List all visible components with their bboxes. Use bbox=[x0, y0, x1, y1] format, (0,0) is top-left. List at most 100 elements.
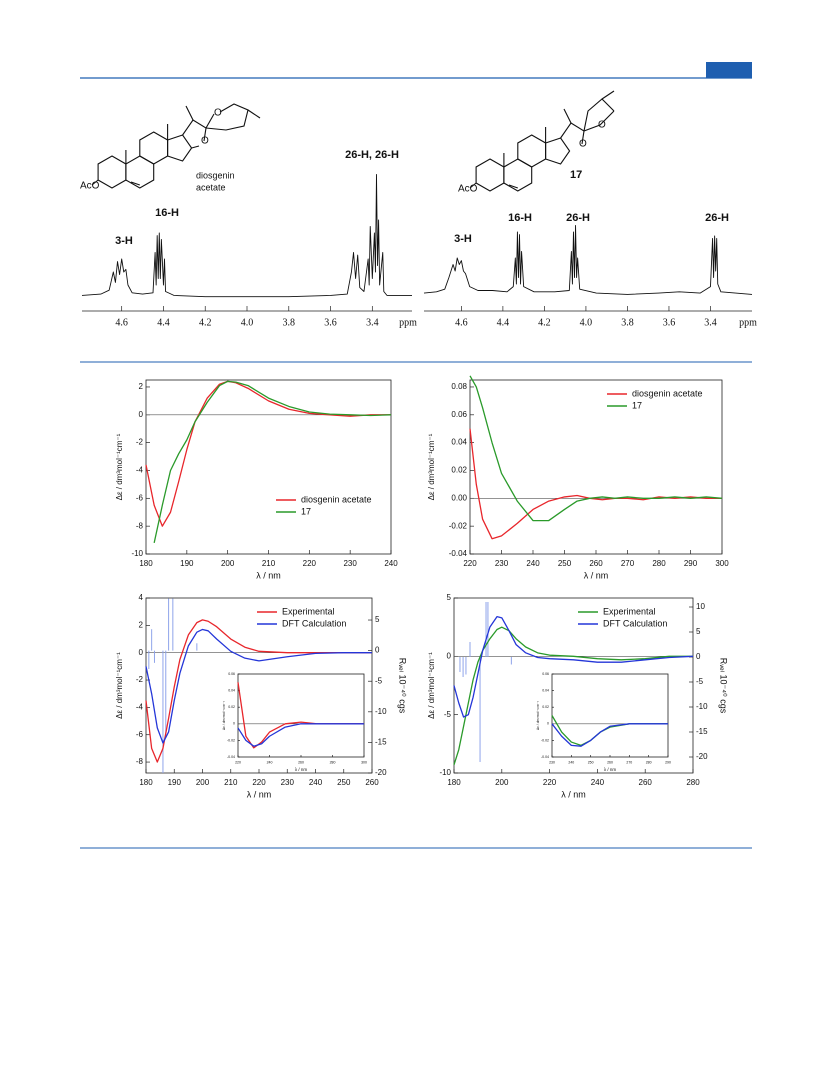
bond bbox=[563, 108, 572, 124]
bond bbox=[601, 90, 615, 100]
x-tick-label: 270 bbox=[626, 760, 632, 764]
y-tick-label: -6 bbox=[136, 493, 144, 502]
series-line bbox=[551, 723, 668, 747]
series-line bbox=[453, 616, 694, 718]
y2-axis-label: Rᵥₑₗ 10⁻⁴⁰ cgs bbox=[719, 658, 729, 714]
y-tick-label: -8 bbox=[136, 521, 144, 530]
x-axis-label: λ / nm bbox=[561, 789, 586, 799]
legend-label: diosgenin acetate bbox=[632, 388, 703, 398]
y-tick-label: -8 bbox=[136, 757, 144, 766]
ring bbox=[139, 131, 169, 165]
x-tick-label: 3.8 bbox=[283, 317, 296, 328]
y-axis-label: Δε / dm³mol⁻¹cm⁻¹ bbox=[115, 433, 124, 500]
y-tick-label: -6 bbox=[136, 730, 144, 739]
x-tick-label: 230 bbox=[549, 760, 555, 764]
plot-frame bbox=[469, 379, 723, 555]
x-tick-label: 4.2 bbox=[199, 317, 212, 328]
peak-label: 26-H, 26-H bbox=[345, 149, 399, 161]
y-axis-label: Δε / dm³mol⁻¹cm⁻¹ bbox=[427, 433, 436, 500]
y-tick-label: -4 bbox=[136, 466, 144, 475]
y-axis-label: Δε / dm³mol⁻¹cm⁻¹ bbox=[427, 652, 436, 719]
series-line bbox=[145, 380, 391, 527]
y-tick-label: -5 bbox=[444, 710, 452, 719]
ring bbox=[205, 103, 249, 131]
x-tick-label: 220 bbox=[543, 778, 557, 787]
y-tick-label: -2 bbox=[136, 675, 144, 684]
x-tick-label: 230 bbox=[343, 559, 357, 568]
x-tick-label: 4.2 bbox=[538, 317, 551, 328]
y-tick-label: 0.02 bbox=[451, 466, 467, 475]
y-tick-label: -0.02 bbox=[541, 738, 549, 742]
x-tick-label: 240 bbox=[591, 778, 605, 787]
legend-label: 17 bbox=[301, 506, 311, 516]
y-tick-label: -0.04 bbox=[449, 549, 468, 558]
y-tick-label: 0.06 bbox=[451, 410, 467, 419]
y-tick-label: -0.04 bbox=[541, 755, 549, 759]
bond bbox=[247, 109, 261, 119]
bond bbox=[583, 110, 615, 132]
ring bbox=[517, 134, 547, 168]
y-tick-label: -10 bbox=[131, 549, 143, 558]
y2-tick-label: -10 bbox=[696, 702, 708, 711]
compound-name: 17 bbox=[570, 169, 582, 181]
y2-tick-label: -15 bbox=[696, 727, 708, 736]
y-axis-label: Δε / dm³mol⁻¹cm⁻¹ bbox=[536, 700, 540, 730]
peak-label: 16-H bbox=[508, 212, 532, 224]
y-tick-label: 0.08 bbox=[451, 382, 467, 391]
x-tick-label: 210 bbox=[224, 778, 238, 787]
series-line bbox=[153, 380, 392, 543]
x-axis-label: λ / nm bbox=[295, 767, 308, 772]
atom-label: O bbox=[598, 120, 606, 131]
x-tick-label: 260 bbox=[607, 760, 613, 764]
y-axis-label: Δε / dm³mol⁻¹cm⁻¹ bbox=[222, 700, 226, 730]
x-tick-label: 230 bbox=[495, 559, 509, 568]
y2-tick-label: 0 bbox=[375, 646, 380, 655]
y-tick-label: 0 bbox=[139, 410, 144, 419]
y-tick-label: 0.06 bbox=[542, 672, 549, 676]
x-axis-label: ppm bbox=[399, 317, 417, 328]
y2-tick-label: 5 bbox=[375, 615, 380, 624]
y-tick-label: 0.02 bbox=[542, 705, 549, 709]
y-tick-label: -2 bbox=[136, 438, 144, 447]
x-tick-label: 180 bbox=[447, 778, 461, 787]
legend-label: 17 bbox=[632, 400, 642, 410]
y-tick-label: 0 bbox=[233, 722, 235, 726]
bond bbox=[185, 105, 194, 121]
legend-label: Experimental bbox=[282, 606, 335, 616]
series-line bbox=[237, 723, 364, 747]
y-tick-label: 0.04 bbox=[542, 689, 549, 693]
y2-axis-label: Rᵥₑₗ 10⁻⁴⁰ cgs bbox=[398, 658, 408, 714]
bond bbox=[508, 184, 518, 189]
y-tick-label: -10 bbox=[439, 768, 451, 777]
ring bbox=[503, 158, 533, 192]
x-tick-label: 180 bbox=[139, 778, 153, 787]
x-tick-label: 250 bbox=[558, 559, 572, 568]
bond bbox=[205, 113, 215, 129]
x-tick-label: 4.6 bbox=[115, 317, 128, 328]
x-axis-label: λ / nm bbox=[584, 570, 609, 580]
x-tick-label: 280 bbox=[330, 760, 336, 764]
x-tick-label: 4.0 bbox=[241, 317, 254, 328]
bond bbox=[130, 181, 140, 186]
y-tick-label: 0.04 bbox=[451, 438, 467, 447]
atom-label: AcO bbox=[80, 181, 100, 192]
x-axis-label: λ / nm bbox=[256, 570, 281, 580]
x-tick-label: 260 bbox=[639, 778, 653, 787]
y-tick-label: 0 bbox=[547, 722, 549, 726]
x-tick-label: 4.0 bbox=[580, 317, 593, 328]
x-tick-label: 300 bbox=[715, 559, 729, 568]
x-tick-label: 290 bbox=[684, 559, 698, 568]
x-axis-label: λ / nm bbox=[247, 789, 272, 799]
x-tick-label: 4.6 bbox=[455, 317, 468, 328]
x-tick-label: 270 bbox=[621, 559, 635, 568]
y2-tick-label: -20 bbox=[375, 768, 387, 777]
y-tick-label: -0.02 bbox=[227, 738, 235, 742]
x-tick-label: 260 bbox=[589, 559, 603, 568]
atom-label: O bbox=[201, 136, 209, 147]
y-tick-label: 4 bbox=[139, 593, 144, 602]
legend-label: Experimental bbox=[603, 606, 656, 616]
bond bbox=[91, 179, 99, 186]
x-tick-label: 240 bbox=[309, 778, 323, 787]
x-tick-label: 220 bbox=[235, 760, 241, 764]
